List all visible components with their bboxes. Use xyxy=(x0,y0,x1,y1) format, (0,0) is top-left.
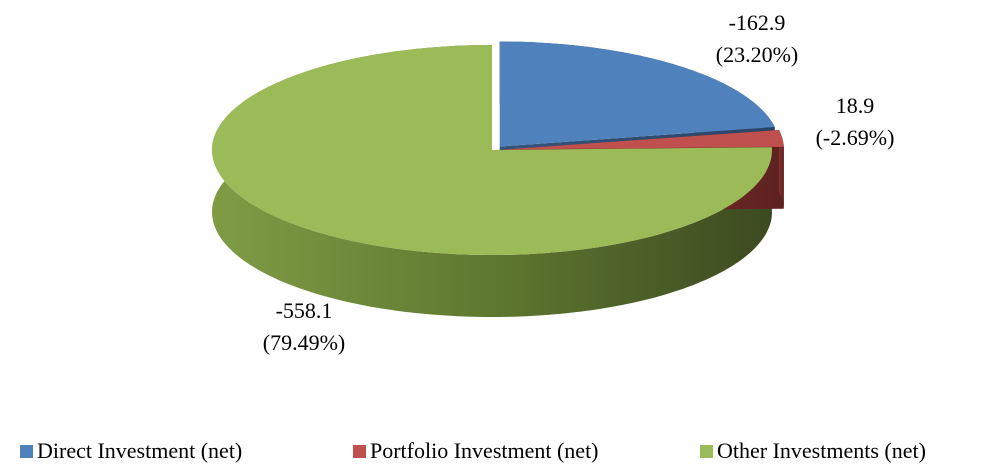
data-label: 18.9 (-2.69%) xyxy=(816,93,895,150)
legend-label: Other Investments (net) xyxy=(717,438,926,463)
data-label: -162.9 (23.20%) xyxy=(716,10,798,67)
slice xyxy=(499,41,775,147)
slice xyxy=(212,45,772,255)
legend-swatch xyxy=(700,445,713,458)
slice-side xyxy=(779,130,784,209)
data-label: -558.1 (79.49%) xyxy=(263,298,345,355)
slice xyxy=(503,130,784,150)
legend-swatch xyxy=(20,445,33,458)
legend-label: Direct Investment (net) xyxy=(37,438,242,463)
legend-swatch xyxy=(353,445,366,458)
legend-label: Portfolio Investment (net) xyxy=(370,438,599,463)
